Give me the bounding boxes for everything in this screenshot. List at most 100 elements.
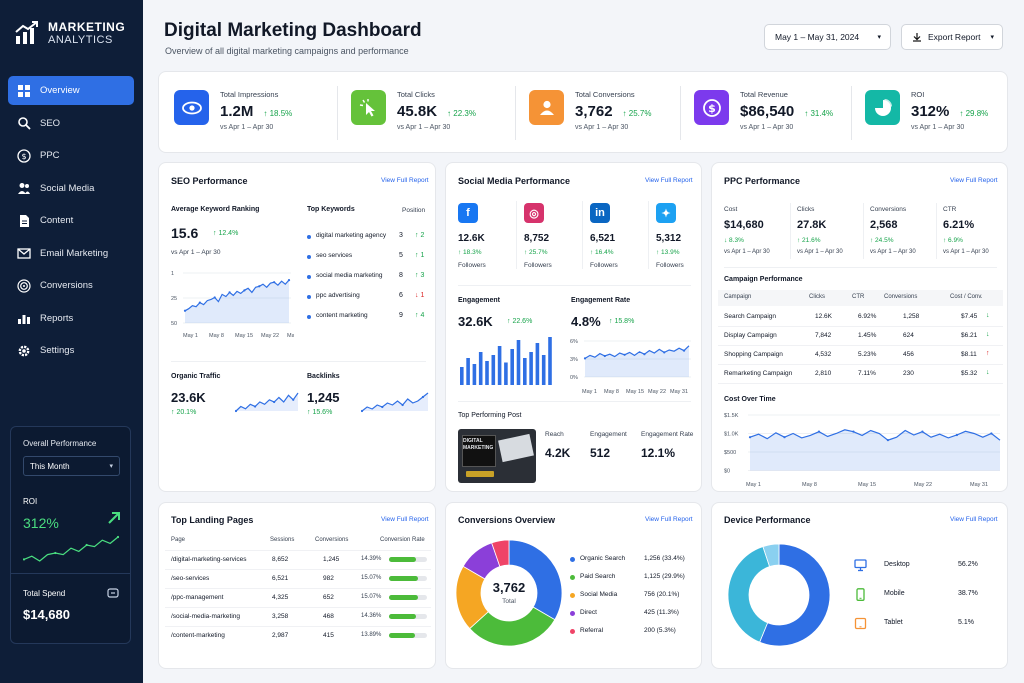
keyword-ranking-point bbox=[183, 309, 187, 312]
linkedin-platform[interactable]: in 6,521 ↑ 16.4% Followers bbox=[582, 201, 650, 271]
engagement-value: 32.6K bbox=[458, 314, 493, 329]
seo-view-full-report-link[interactable]: View Full Report bbox=[381, 177, 429, 184]
sidebar-item-content[interactable]: Content bbox=[8, 206, 134, 235]
keyword-row[interactable]: social media marketing 8 ↑ 3 bbox=[307, 272, 427, 284]
brand-logo[interactable]: MARKETING ANALYTICS bbox=[14, 20, 125, 46]
legend-dot-icon bbox=[570, 557, 575, 562]
ppc-metric-clicks[interactable]: Clicks 27.8K ↑ 21.6% vs Apr 1 – Apr 30 bbox=[790, 203, 865, 263]
landing-title: Top Landing Pages bbox=[171, 515, 254, 525]
sidebar-item-overview[interactable]: Overview bbox=[8, 76, 134, 105]
campaign-row[interactable]: Shopping Campaign 4,532 5.23% 456 $8.11 ↑ bbox=[718, 346, 1003, 365]
conversion-legend-item[interactable]: Organic Search 1,256 (33.4%) bbox=[570, 555, 694, 567]
sidebar-item-social-media[interactable]: Social Media bbox=[8, 174, 134, 203]
landing-sessions: 3,258 bbox=[272, 613, 289, 620]
kpi-total-conversions[interactable]: Total Conversions 3,762 ↑ 25.7% vs Apr 1 – … bbox=[529, 72, 651, 152]
sidebar-item-seo[interactable]: SEO bbox=[8, 109, 134, 138]
facebook-platform[interactable]: f 12.6K ↑ 18.3% Followers bbox=[458, 201, 518, 271]
divider bbox=[516, 201, 517, 269]
landing-sessions: 6,521 bbox=[272, 575, 289, 582]
campaign-clicks: 4,532 bbox=[815, 351, 832, 358]
post-engagement-value: 512 bbox=[590, 446, 611, 460]
landing-column-header: Sessions bbox=[270, 537, 295, 543]
device-performance-card: Device Performance View Full Report Desk… bbox=[711, 502, 1008, 669]
device-view-full-report-link[interactable]: View Full Report bbox=[950, 516, 998, 523]
landing-page-row[interactable]: /seo-services 6,521 982 15.07% bbox=[165, 569, 431, 588]
landing-page-row[interactable]: /social-media-marketing 3,258 468 14.36% bbox=[165, 607, 431, 626]
sidebar-item-email-marketing[interactable]: Email Marketing bbox=[8, 239, 134, 268]
period-select[interactable]: This Month ▾ bbox=[23, 456, 120, 476]
kpi-sub: vs Apr 1 – Apr 30 bbox=[575, 124, 629, 131]
search-icon bbox=[17, 116, 31, 130]
y-tick-label: 50 bbox=[171, 321, 177, 327]
conversion-legend-item[interactable]: Paid Search 1,125 (29.9%) bbox=[570, 573, 694, 585]
engagement-bar bbox=[541, 355, 546, 385]
keyword-row[interactable]: ppc advertising 6 ↓ 1 bbox=[307, 292, 427, 304]
sidebar-item-label: Email Marketing bbox=[40, 247, 109, 259]
keyword-ranking-point bbox=[198, 301, 201, 304]
x-tick-label: May 31 bbox=[970, 482, 988, 488]
campaign-row[interactable]: Remarketing Campaign 2,810 7.11% 230 $5.32 ↓ bbox=[718, 365, 1003, 384]
campaign-conversions: 230 bbox=[903, 370, 914, 377]
post-image-desk-item bbox=[466, 471, 494, 477]
engagement-rate-point bbox=[603, 354, 606, 358]
conversion-legend-item[interactable]: Referral 200 (5.3%) bbox=[570, 627, 694, 639]
ppc-view-full-report-link[interactable]: View Full Report bbox=[950, 177, 998, 184]
sidebar-nav: Overview SEO $ PPC Social Media Content Email … bbox=[8, 76, 134, 369]
legend-label: Paid Search bbox=[580, 573, 616, 580]
kpi-total-revenue[interactable]: $ Total Revenue $86,540 ↑ 31.4% vs Apr 1 – A… bbox=[694, 72, 833, 152]
ppc-metric-label: CTR bbox=[943, 206, 957, 213]
organic-traffic-point bbox=[292, 398, 295, 401]
sidebar-item-conversions[interactable]: Conversions bbox=[8, 271, 134, 300]
device-legend-item[interactable]: Mobile 38.7% bbox=[854, 588, 996, 602]
ppc-metric-sub: vs Apr 1 – Apr 30 bbox=[797, 249, 843, 255]
keyword-change: ↑ 2 bbox=[415, 232, 425, 239]
followers-label: Followers bbox=[590, 262, 618, 269]
kpi-roi[interactable]: ROI 312% ↑ 29.8% vs Apr 1 – Apr 30 bbox=[865, 72, 988, 152]
keyword-change: ↓ 1 bbox=[415, 292, 425, 299]
sidebar-item-ppc[interactable]: $ PPC bbox=[8, 141, 134, 170]
conversion-legend-item[interactable]: Direct 425 (11.3%) bbox=[570, 609, 694, 621]
x-tick-label: May 15 bbox=[235, 333, 253, 339]
keyword-row[interactable]: content marketing 9 ↑ 4 bbox=[307, 312, 427, 324]
x-tick-label: May 22 bbox=[914, 482, 932, 488]
campaign-row[interactable]: Display Campaign 7,842 1.45% 624 $6.21 ↓ bbox=[718, 327, 1003, 346]
social-view-full-report-link[interactable]: View Full Report bbox=[645, 177, 693, 184]
campaign-cost: $7.45 bbox=[961, 313, 978, 320]
device-legend-item[interactable]: Tablet 5.1% bbox=[854, 617, 996, 631]
landing-page-row[interactable]: /ppc-management 4,325 652 15.07% bbox=[165, 588, 431, 607]
ppc-metric-ctr[interactable]: CTR 6.21% ↑ 6.9% vs Apr 1 – Apr 30 bbox=[936, 203, 1011, 263]
export-report-button[interactable]: Export Report ▾ bbox=[901, 24, 1003, 50]
keyword-row[interactable]: seo services 5 ↑ 1 bbox=[307, 252, 427, 264]
date-range-picker[interactable]: May 1 – May 31, 2024 ▾ bbox=[764, 24, 891, 50]
divider bbox=[458, 401, 691, 402]
kpi-total-impressions[interactable]: Total Impressions 1.2M ↑ 18.5% vs Apr 1 – A… bbox=[174, 72, 292, 152]
legend-value: 1,125 (29.9%) bbox=[644, 573, 685, 580]
keyword-row[interactable]: digital marketing agency 3 ↑ 2 bbox=[307, 232, 427, 244]
engagement-rate-point bbox=[623, 353, 626, 356]
campaign-row[interactable]: Search Campaign 12.6K 6.92% 1,258 $7.45 ↓ bbox=[718, 308, 1003, 327]
landing-page-row[interactable]: /content-marketing 2,987 415 13.89% bbox=[165, 626, 431, 645]
sidebar-item-reports[interactable]: Reports bbox=[8, 304, 134, 333]
sidebar-item-settings[interactable]: Settings bbox=[8, 336, 134, 365]
landing-sessions: 4,325 bbox=[272, 594, 289, 601]
ppc-metric-conversions[interactable]: Conversions 2,568 ↑ 24.5% vs Apr 1 – Apr 30 bbox=[863, 203, 938, 263]
top-post-image[interactable]: DIGITAL MARKETING bbox=[458, 429, 536, 483]
conversions-view-full-report-link[interactable]: View Full Report bbox=[645, 516, 693, 523]
landing-page-row[interactable]: /digital-marketing-services 8,652 1,245 14.… bbox=[165, 550, 431, 569]
backlinks-value: 1,245 bbox=[307, 390, 340, 405]
landing-view-full-report-link[interactable]: View Full Report bbox=[381, 516, 429, 523]
twitter-platform[interactable]: ✦ 5,312 ↑ 13.9% Followers bbox=[648, 201, 716, 271]
conversion-legend-item[interactable]: Social Media 756 (20.1%) bbox=[570, 591, 694, 603]
ppc-metric-cost[interactable]: Cost $14,680 ↓ 8.3% vs Apr 1 – Apr 30 bbox=[724, 203, 792, 263]
divider bbox=[171, 361, 426, 362]
kpi-total-clicks[interactable]: Total Clicks 45.8K ↑ 22.3% vs Apr 1 – Apr 3… bbox=[351, 72, 476, 152]
y-tick-label: 6% bbox=[570, 339, 578, 345]
instagram-platform[interactable]: ◎ 8,752 ↑ 25.7% Followers bbox=[516, 201, 584, 271]
engagement-bar bbox=[491, 355, 496, 385]
landing-column-header: Page bbox=[171, 537, 186, 543]
user-icon bbox=[529, 90, 564, 125]
engagement-bar bbox=[548, 337, 552, 385]
legend-label: Organic Search bbox=[580, 555, 626, 562]
device-legend-item[interactable]: Desktop 56.2% bbox=[854, 559, 996, 573]
sidebar-item-label: Conversions bbox=[40, 280, 93, 291]
